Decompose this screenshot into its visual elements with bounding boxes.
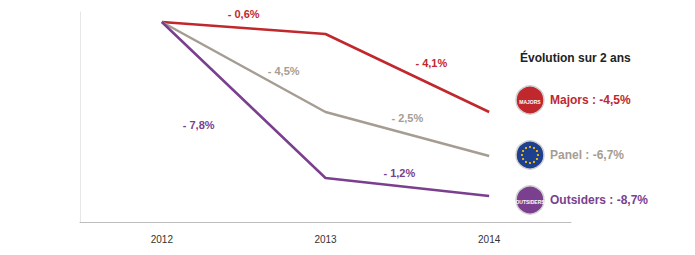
svg-text:Panel : -6,7%: Panel : -6,7% — [550, 148, 624, 162]
svg-text:2013: 2013 — [314, 234, 337, 245]
svg-text:MAJORS: MAJORS — [519, 99, 541, 105]
svg-text:- 2,5%: - 2,5% — [391, 112, 423, 124]
svg-text:2012: 2012 — [151, 234, 174, 245]
svg-text:- 1,2%: - 1,2% — [383, 167, 415, 179]
svg-text:Évolution sur 2 ans: Évolution sur 2 ans — [520, 50, 631, 65]
svg-text:OUTSIDERS: OUTSIDERS — [515, 199, 545, 205]
svg-text:Majors : -4,5%: Majors : -4,5% — [550, 93, 631, 107]
svg-text:Outsiders : -8,7%: Outsiders : -8,7% — [550, 193, 648, 207]
svg-text:- 7,8%: - 7,8% — [183, 119, 215, 131]
svg-text:- 4,5%: - 4,5% — [268, 65, 300, 77]
svg-text:2014: 2014 — [478, 234, 501, 245]
svg-text:- 4,1%: - 4,1% — [415, 57, 447, 69]
svg-text:- 0,6%: - 0,6% — [228, 8, 260, 20]
